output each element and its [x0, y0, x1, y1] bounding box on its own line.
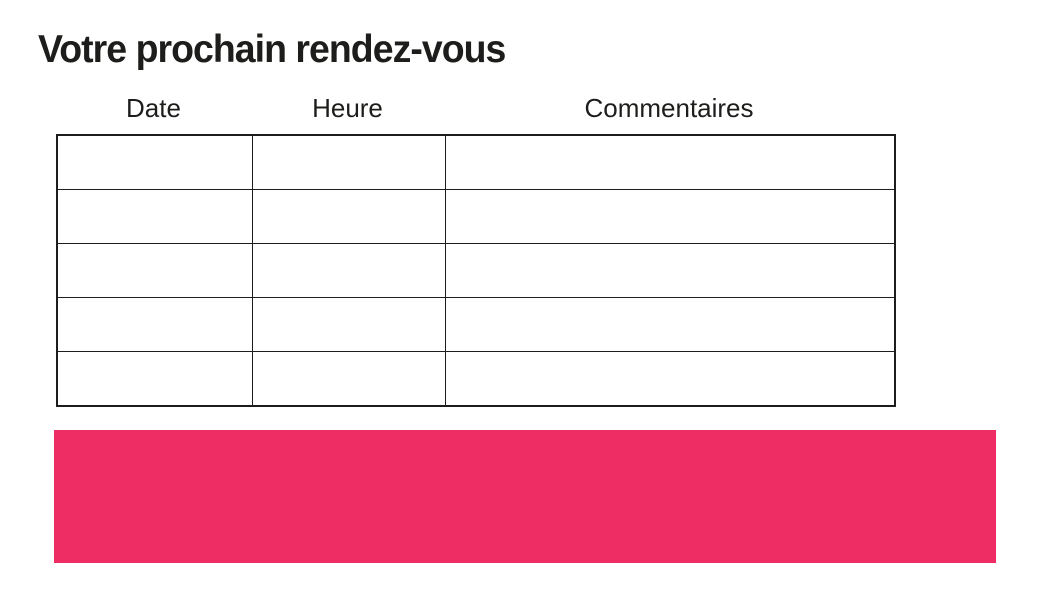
cell-date — [56, 297, 253, 353]
cell-date — [56, 134, 253, 190]
cell-heure — [251, 134, 446, 190]
table-row — [56, 297, 896, 353]
banner — [54, 430, 996, 563]
column-header-heure: Heure — [312, 93, 383, 123]
table-row — [56, 134, 896, 190]
cell-date — [56, 351, 253, 407]
page-title: Votre prochain rendez-vous — [38, 28, 506, 71]
table-row — [56, 188, 896, 244]
column-header-date: Date — [126, 93, 181, 123]
cell-commentaires — [444, 297, 896, 353]
table-row — [56, 242, 896, 299]
cell-commentaires — [444, 242, 896, 299]
cell-date — [56, 242, 253, 299]
cell-heure — [251, 188, 446, 244]
cell-heure — [251, 297, 446, 353]
cell-commentaires — [444, 188, 896, 244]
table-row — [56, 351, 896, 407]
cell-commentaires — [444, 351, 896, 407]
cell-heure — [251, 351, 446, 407]
cell-commentaires — [444, 134, 896, 190]
appointments-table — [56, 134, 896, 407]
cell-date — [56, 188, 253, 244]
cell-heure — [251, 242, 446, 299]
table-column-headers: Date Heure Commentaires — [56, 92, 894, 124]
column-header-commentaires: Commentaires — [584, 93, 754, 123]
